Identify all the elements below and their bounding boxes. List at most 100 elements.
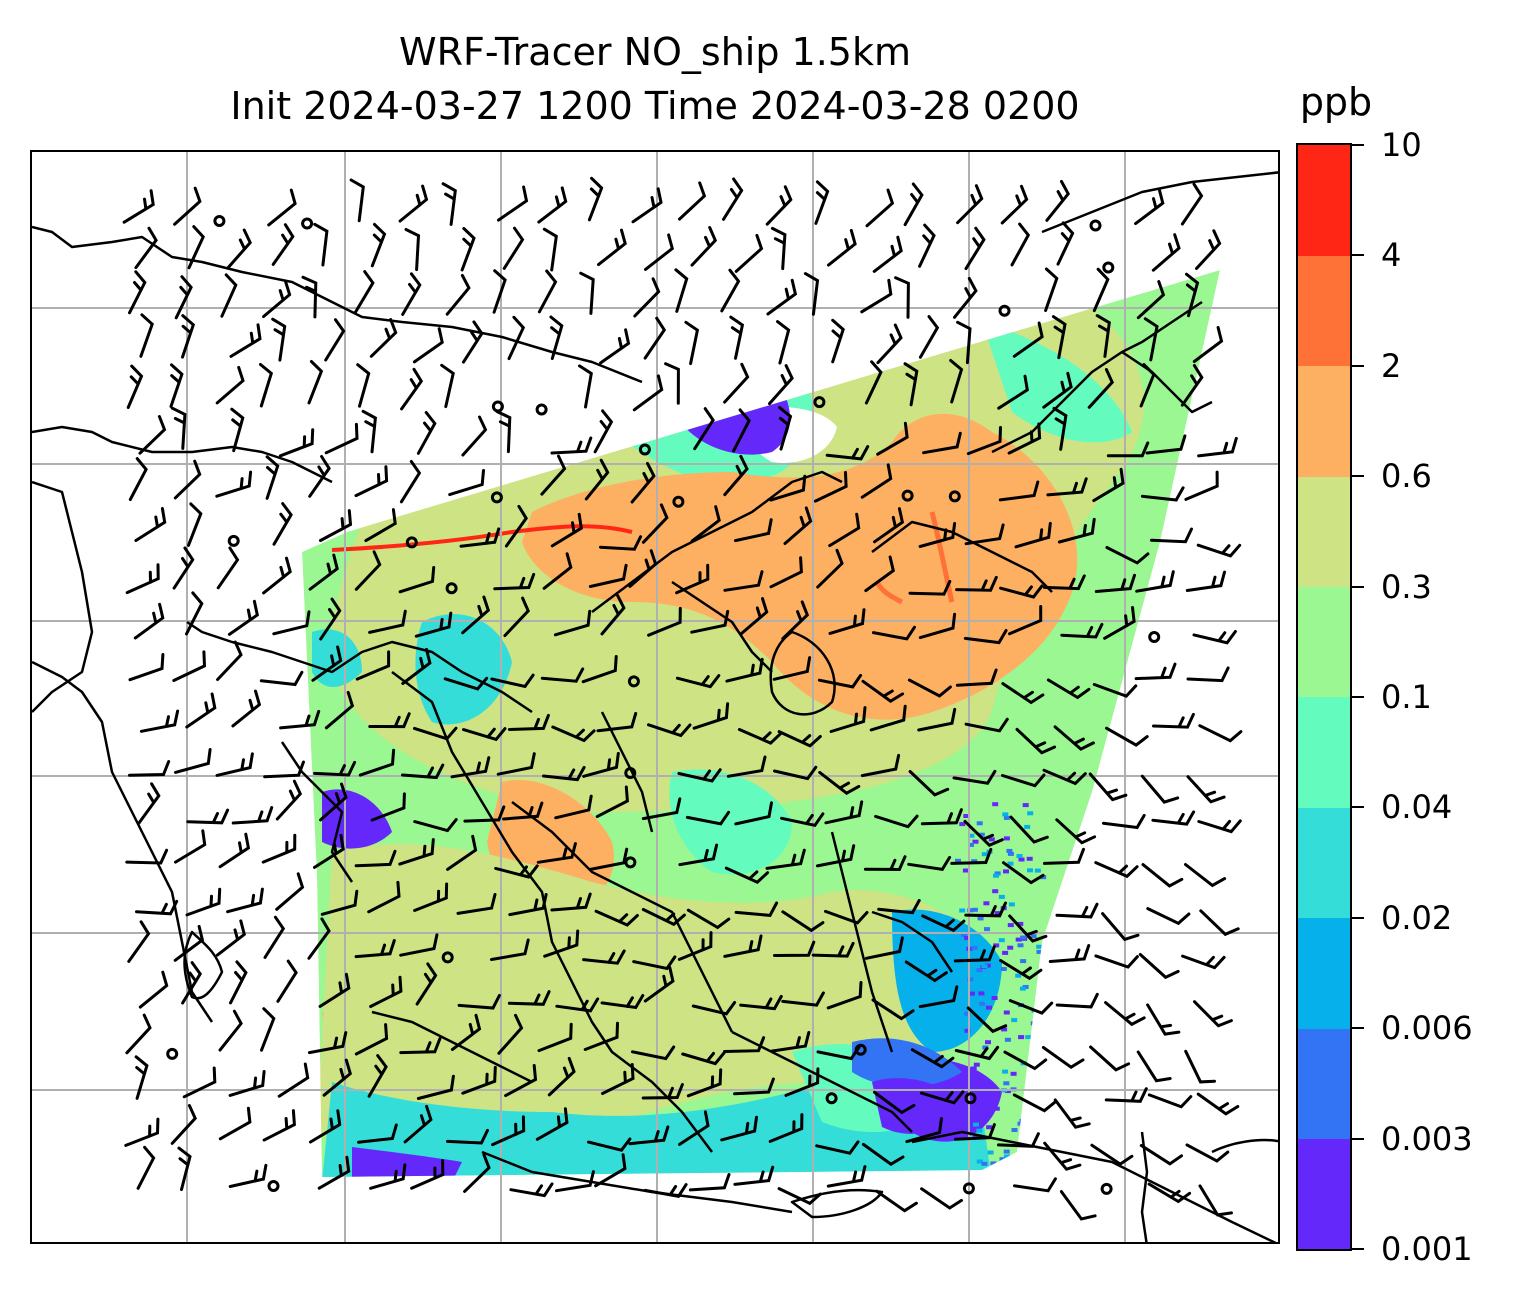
wind-barb bbox=[140, 417, 165, 454]
wind-barb bbox=[273, 319, 285, 360]
field-speckle bbox=[1027, 857, 1033, 861]
field-speckle bbox=[999, 938, 1005, 942]
wind-barb bbox=[1045, 1143, 1080, 1169]
wind-barb bbox=[174, 652, 205, 681]
wind-barb bbox=[450, 471, 484, 495]
field-speckle bbox=[1004, 836, 1010, 840]
wind-barb bbox=[130, 762, 169, 776]
wind-barb bbox=[138, 1147, 154, 1188]
colorbar-tick-label: 0.6 bbox=[1381, 458, 1432, 494]
wind-barb bbox=[124, 191, 153, 223]
wind-barb bbox=[189, 504, 201, 545]
colorbar-tick-label: 4 bbox=[1381, 237, 1401, 273]
wind-barb bbox=[539, 188, 566, 222]
tracer-concentration-field bbox=[32, 212, 1220, 1185]
wind-barb bbox=[261, 365, 272, 407]
field-speckle bbox=[1018, 943, 1024, 947]
field-speckle bbox=[1002, 812, 1008, 816]
field-speckle bbox=[992, 889, 998, 893]
field-speckle bbox=[1049, 1024, 1055, 1028]
wind-barb bbox=[400, 186, 426, 221]
wind-barb bbox=[187, 889, 220, 915]
wind-barb bbox=[442, 365, 454, 406]
field-speckle bbox=[978, 991, 984, 995]
field-speckle bbox=[1008, 923, 1014, 927]
wind-barb bbox=[1183, 956, 1225, 968]
colorbar-segment bbox=[1298, 145, 1350, 256]
field-speckle bbox=[1005, 1038, 1011, 1042]
field-speckle bbox=[1047, 1140, 1053, 1144]
field-speckle bbox=[1004, 1155, 1010, 1159]
wind-barb bbox=[351, 180, 363, 221]
wind-barb bbox=[279, 1064, 308, 1096]
calm-wind-marker bbox=[269, 1182, 278, 1191]
wind-barb bbox=[358, 365, 369, 407]
wind-barb bbox=[552, 438, 591, 453]
wind-barb bbox=[402, 369, 422, 409]
wind-barb bbox=[1197, 231, 1220, 269]
wind-barb bbox=[767, 187, 791, 224]
wind-barb bbox=[356, 467, 387, 496]
field-speckle bbox=[984, 999, 990, 1003]
field-speckle bbox=[1018, 1122, 1024, 1126]
field-speckle bbox=[1003, 869, 1009, 873]
field-speckle bbox=[985, 1040, 991, 1044]
wind-barb bbox=[544, 229, 556, 270]
wind-barb bbox=[136, 509, 165, 541]
wind-barb bbox=[770, 366, 793, 404]
wind-barb bbox=[218, 548, 237, 588]
colorbar-tick bbox=[1352, 1138, 1364, 1140]
field-speckle bbox=[976, 1129, 982, 1133]
field-speckle bbox=[1047, 1081, 1053, 1085]
wind-barb bbox=[443, 184, 455, 225]
field-speckle bbox=[1019, 1181, 1025, 1185]
wind-barb bbox=[264, 1111, 294, 1141]
wind-barb bbox=[217, 367, 243, 403]
wind-barb bbox=[1199, 821, 1241, 832]
colorbar-tick-label: 0.02 bbox=[1381, 900, 1452, 936]
wind-barb bbox=[1012, 224, 1028, 265]
wind-barb bbox=[686, 322, 698, 363]
colorbar-tick bbox=[1352, 917, 1364, 919]
wind-barb bbox=[228, 889, 263, 912]
field-speckle bbox=[1041, 1041, 1047, 1045]
wind-barb bbox=[920, 225, 934, 266]
colorbar-tick bbox=[1352, 254, 1364, 256]
wind-barb bbox=[1200, 726, 1241, 741]
coastline-segment bbox=[792, 1190, 882, 1217]
calm-wind-marker bbox=[1091, 221, 1100, 230]
wind-barb bbox=[722, 270, 739, 311]
field-speckle bbox=[1046, 1119, 1052, 1123]
wind-barb bbox=[363, 411, 375, 452]
field-speckle bbox=[971, 1067, 977, 1071]
wind-barb bbox=[127, 850, 167, 863]
wind-barb bbox=[1195, 1002, 1232, 1026]
wind-barb bbox=[1148, 909, 1189, 924]
wind-barb bbox=[136, 1057, 147, 1099]
wind-barb bbox=[601, 330, 629, 363]
calm-wind-marker bbox=[537, 405, 546, 414]
wind-barb bbox=[220, 1108, 250, 1139]
colorbar-tick-label: 0.001 bbox=[1381, 1231, 1473, 1267]
wind-barb bbox=[176, 277, 191, 318]
wind-barb bbox=[126, 1119, 158, 1145]
wind-barb bbox=[172, 408, 185, 448]
field-speckle bbox=[1054, 1116, 1060, 1120]
wind-barb bbox=[128, 366, 141, 407]
calm-wind-marker bbox=[1102, 1184, 1111, 1193]
colorbar-tick bbox=[1352, 365, 1364, 367]
map-title-line1: WRF-Tracer NO_ship 1.5km bbox=[30, 30, 1280, 74]
wind-barb bbox=[499, 187, 527, 220]
wind-barb bbox=[1103, 815, 1144, 827]
wind-barb bbox=[539, 271, 555, 312]
wind-barb bbox=[141, 315, 152, 357]
wind-barb bbox=[462, 229, 474, 271]
wind-barb bbox=[877, 1191, 917, 1211]
wind-barb bbox=[269, 190, 295, 225]
wind-barb bbox=[130, 655, 163, 680]
wind-barb bbox=[371, 320, 395, 357]
wind-barb bbox=[228, 230, 251, 268]
field-speckle bbox=[986, 1006, 992, 1010]
wind-barb bbox=[580, 366, 592, 407]
field-speckle bbox=[986, 1125, 992, 1129]
